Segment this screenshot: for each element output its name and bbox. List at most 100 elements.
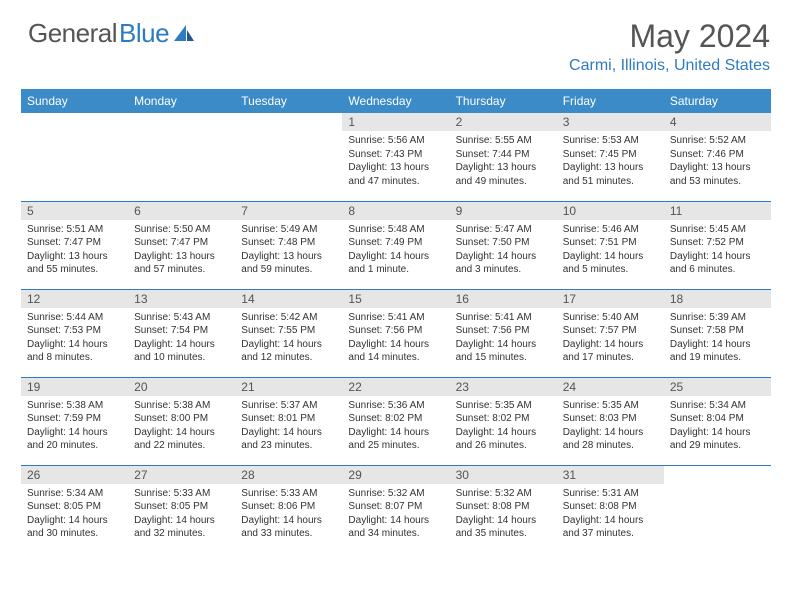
calendar-cell: 22Sunrise: 5:36 AMSunset: 8:02 PMDayligh… [342,377,449,465]
sunset-line: Sunset: 7:57 PM [563,324,658,338]
day-details: Sunrise: 5:35 AMSunset: 8:02 PMDaylight:… [450,396,557,459]
day-details: Sunrise: 5:39 AMSunset: 7:58 PMDaylight:… [664,308,771,371]
sunrise-line: Sunrise: 5:43 AM [134,311,229,325]
sunset-line: Sunset: 8:07 PM [348,500,443,514]
daylight-line: Daylight: 14 hours and 17 minutes. [563,338,658,365]
logo-text-1: General [28,18,117,49]
calendar-cell: 26Sunrise: 5:34 AMSunset: 8:05 PMDayligh… [21,465,128,553]
calendar-cell: 3Sunrise: 5:53 AMSunset: 7:45 PMDaylight… [557,113,664,201]
day-details: Sunrise: 5:41 AMSunset: 7:56 PMDaylight:… [342,308,449,371]
day-details: Sunrise: 5:34 AMSunset: 8:04 PMDaylight:… [664,396,771,459]
day-number: 23 [450,378,557,396]
calendar-week-row: 19 Sunrise: 5:38 AM Sunset: 7:59 PM Dayligh… [21,377,771,465]
sunset-line: Sunset: 7:47 PM [134,236,229,250]
sunset-line: Sunset: 7:45 PM [563,148,658,162]
sunrise-line: Sunrise: 5:42 AM [241,311,336,325]
day-number: 29 [342,466,449,484]
weekday-header: Sunday [21,89,128,113]
sunrise-line: Sunrise: 5:50 AM [134,223,229,237]
sunset-line: Sunset: 7:52 PM [670,236,765,250]
day-details: Sunrise: 5:37 AMSunset: 8:01 PMDaylight:… [235,396,342,459]
daylight-line: Daylight: 13 hours and 55 minutes. [27,250,122,277]
calendar-cell [235,113,342,201]
day-number: 4 [664,113,771,131]
day-details: Sunrise: 5:42 AMSunset: 7:55 PMDaylight:… [235,308,342,371]
daylight-line: Daylight: 13 hours and 47 minutes. [348,161,443,188]
day-number: 2 [450,113,557,131]
sunrise-line: Sunrise: 5:34 AM [27,487,122,501]
day-number: 18 [664,290,771,308]
calendar-table: Sunday Monday Tuesday Wednesday Thursday… [21,89,771,553]
sunset-line: Sunset: 8:06 PM [241,500,336,514]
calendar-cell: 2Sunrise: 5:55 AMSunset: 7:44 PMDaylight… [450,113,557,201]
calendar-cell: 12Sunrise: 5:44 AMSunset: 7:53 PMDayligh… [21,289,128,377]
sunrise-line: Sunrise: 5:37 AM [241,399,336,413]
daylight-line: Daylight: 13 hours and 51 minutes. [563,161,658,188]
calendar-cell: 30Sunrise: 5:32 AMSunset: 8:08 PMDayligh… [450,465,557,553]
daylight-line: Daylight: 14 hours and 12 minutes. [241,338,336,365]
day-number: 20 [128,378,235,396]
day-number: 28 [235,466,342,484]
day-details: Sunrise: 5:45 AMSunset: 7:52 PMDaylight:… [664,220,771,283]
calendar-cell: 4Sunrise: 5:52 AMSunset: 7:46 PMDaylight… [664,113,771,201]
day-number: 30 [450,466,557,484]
calendar-cell: 21Sunrise: 5:37 AMSunset: 8:01 PMDayligh… [235,377,342,465]
calendar-cell [21,113,128,201]
sunset-line: Sunset: 8:08 PM [563,500,658,514]
daylight-line: Daylight: 13 hours and 59 minutes. [241,250,336,277]
sunrise-line: Sunrise: 5:55 AM [456,134,551,148]
calendar-cell [664,465,771,553]
sunset-line: Sunset: 7:47 PM [27,236,122,250]
sunset-line: Sunset: 8:05 PM [27,500,122,514]
calendar-cell: 18Sunrise: 5:39 AMSunset: 7:58 PMDayligh… [664,289,771,377]
day-details: Sunrise: 5:49 AMSunset: 7:48 PMDaylight:… [235,220,342,283]
daylight-line: Daylight: 14 hours and 14 minutes. [348,338,443,365]
sunset-line: Sunset: 7:46 PM [670,148,765,162]
day-number: 25 [664,378,771,396]
calendar-cell: 20Sunrise: 5:38 AMSunset: 8:00 PMDayligh… [128,377,235,465]
sunset-line: Sunset: 7:48 PM [241,236,336,250]
day-details: Sunrise: 5:46 AMSunset: 7:51 PMDaylight:… [557,220,664,283]
daylight-line: Daylight: 13 hours and 53 minutes. [670,161,765,188]
daylight-line: Daylight: 14 hours and 15 minutes. [456,338,551,365]
calendar-cell: 24Sunrise: 5:35 AMSunset: 8:03 PMDayligh… [557,377,664,465]
sunrise-line: Sunrise: 5:33 AM [241,487,336,501]
calendar-cell: 17Sunrise: 5:40 AMSunset: 7:57 PMDayligh… [557,289,664,377]
daylight-line: Daylight: 14 hours and 1 minute. [348,250,443,277]
weekday-header-row: Sunday Monday Tuesday Wednesday Thursday… [21,89,771,113]
sunset-line: Sunset: 8:05 PM [134,500,229,514]
day-number: 14 [235,290,342,308]
day-number: 19 [21,378,128,396]
sunrise-line: Sunrise: 5:38 AM [134,399,229,413]
weekday-header: Wednesday [342,89,449,113]
sunset-line: Sunset: 7:59 PM [27,412,122,426]
sunrise-line: Sunrise: 5:41 AM [348,311,443,325]
sunset-line: Sunset: 7:44 PM [456,148,551,162]
location-text: Carmi, Illinois, United States [569,57,770,75]
day-number: 31 [557,466,664,484]
daylight-line: Daylight: 14 hours and 32 minutes. [134,514,229,541]
day-number: 5 [21,202,128,220]
sunrise-line: Sunrise: 5:35 AM [563,399,658,413]
sunrise-line: Sunrise: 5:40 AM [563,311,658,325]
daylight-line: Daylight: 14 hours and 33 minutes. [241,514,336,541]
daylight-line: Daylight: 13 hours and 49 minutes. [456,161,551,188]
day-number: 10 [557,202,664,220]
day-details: Sunrise: 5:32 AMSunset: 8:08 PMDaylight:… [450,484,557,547]
logo-text-2: Blue [119,18,169,49]
day-details: Sunrise: 5:55 AMSunset: 7:44 PMDaylight:… [450,131,557,194]
sunset-line: Sunset: 8:04 PM [670,412,765,426]
day-number: 11 [664,202,771,220]
month-title: May 2024 [569,18,770,55]
sunset-line: Sunset: 7:56 PM [348,324,443,338]
sunset-line: Sunset: 7:43 PM [348,148,443,162]
daylight-line: Daylight: 14 hours and 25 minutes. [348,426,443,453]
calendar-cell: 25Sunrise: 5:34 AMSunset: 8:04 PMDayligh… [664,377,771,465]
calendar-cell: 27Sunrise: 5:33 AMSunset: 8:05 PMDayligh… [128,465,235,553]
sunrise-line: Sunrise: 5:33 AM [134,487,229,501]
day-details: Sunrise: 5:53 AMSunset: 7:45 PMDaylight:… [557,131,664,194]
sunset-line: Sunset: 7:49 PM [348,236,443,250]
calendar-cell: 13Sunrise: 5:43 AMSunset: 7:54 PMDayligh… [128,289,235,377]
weekday-header: Tuesday [235,89,342,113]
calendar-cell: 9Sunrise: 5:47 AMSunset: 7:50 PMDaylight… [450,201,557,289]
